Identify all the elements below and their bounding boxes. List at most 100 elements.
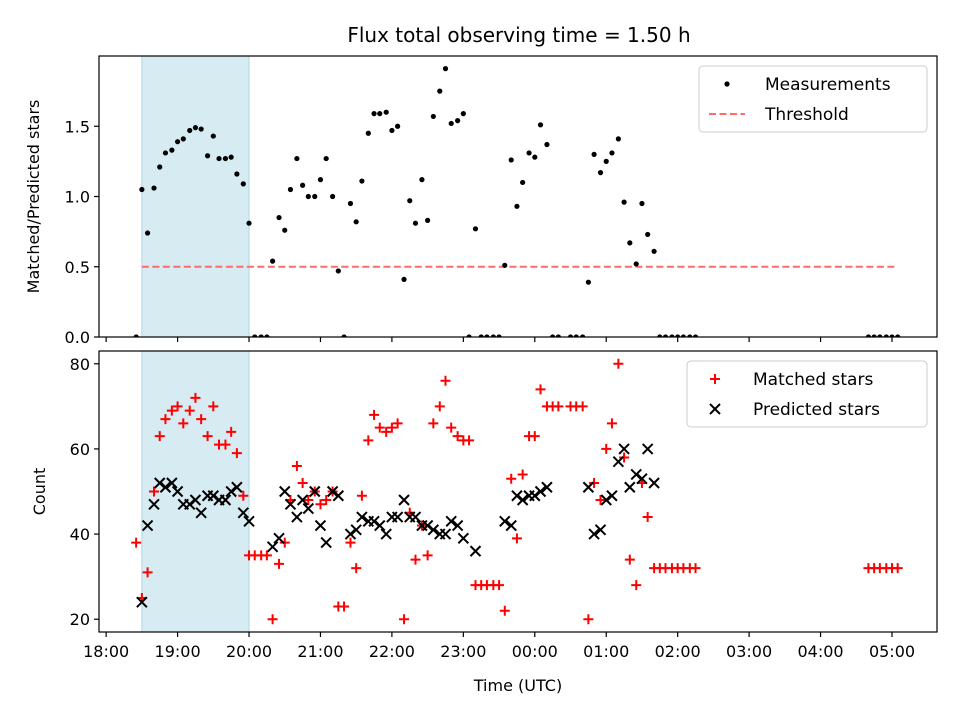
series-predicted-stars xyxy=(136,443,660,608)
predicted-point xyxy=(237,507,250,519)
predicted-point xyxy=(195,507,207,519)
predicted-point xyxy=(350,524,362,536)
axes-frame xyxy=(98,350,938,633)
predicted-point xyxy=(439,528,452,540)
measurement-point xyxy=(437,88,443,94)
matched-point xyxy=(410,554,421,565)
matched-point xyxy=(142,567,153,578)
matched-point xyxy=(321,495,332,506)
y-tick-label: 1.0 xyxy=(65,188,90,207)
measurement-point xyxy=(692,334,699,337)
y-tick-label: 20 xyxy=(70,610,90,629)
predicted-point xyxy=(243,515,255,528)
predicted-point xyxy=(600,494,612,506)
y-tick-label: 0.0 xyxy=(65,328,90,347)
measurement-point xyxy=(287,186,294,193)
legend-box xyxy=(698,65,928,133)
measurement-point xyxy=(389,127,395,134)
measurement-point xyxy=(639,200,645,207)
x-tick-label: 04:00 xyxy=(797,642,843,661)
matched-point xyxy=(303,495,314,506)
measurement-point xyxy=(425,217,431,223)
matched-point xyxy=(345,537,356,548)
measurement-point xyxy=(300,182,306,188)
measurement-point xyxy=(341,334,347,337)
measurement-point xyxy=(865,334,872,337)
measurement-point xyxy=(514,203,520,209)
matched-point xyxy=(374,422,385,433)
matched-point xyxy=(184,405,195,416)
legend-label: Measurements xyxy=(765,75,891,95)
measurement-point xyxy=(537,122,544,128)
predicted-point xyxy=(499,515,511,528)
predicted-point xyxy=(606,490,618,502)
predicted-point xyxy=(641,443,654,455)
matched-point xyxy=(690,563,701,574)
predicted-point xyxy=(225,485,237,498)
measurement-point xyxy=(573,334,579,337)
measurement-point xyxy=(270,258,276,264)
measurement-point xyxy=(883,334,889,337)
measurement-point xyxy=(550,334,556,337)
x-tick-label: 03:00 xyxy=(726,642,772,661)
measurement-point xyxy=(317,177,324,183)
measurement-point xyxy=(662,334,669,337)
measurement-point xyxy=(377,111,383,117)
measurement-point xyxy=(353,219,359,225)
measurement-point xyxy=(323,155,329,162)
measurement-point xyxy=(347,200,354,207)
legend-label: Threshold xyxy=(764,105,849,125)
matched-point xyxy=(231,448,242,459)
matched-point xyxy=(452,431,463,442)
predicted-point xyxy=(612,455,625,468)
measurement-point xyxy=(412,220,419,226)
matched-point xyxy=(446,422,457,433)
matched-point xyxy=(149,486,160,497)
matched-point xyxy=(166,405,177,416)
predicted-point xyxy=(529,490,541,502)
measurement-point xyxy=(675,334,681,337)
x-tick-label: 05:00 xyxy=(869,642,915,661)
measurement-point xyxy=(228,154,234,160)
measurement-point xyxy=(294,155,300,162)
predicted-point xyxy=(296,494,309,506)
matched-point xyxy=(261,550,272,561)
matched-point xyxy=(339,601,350,612)
predicted-point xyxy=(624,481,636,493)
predicted-point xyxy=(184,498,196,510)
matched-point xyxy=(196,414,207,425)
predicted-point xyxy=(505,519,517,532)
matched-point xyxy=(369,409,380,420)
matched-point xyxy=(220,439,231,450)
measurement-point xyxy=(490,334,496,337)
predicted-point xyxy=(391,511,404,523)
matched-point xyxy=(464,435,475,446)
predicted-point xyxy=(409,511,422,523)
matched-point xyxy=(160,414,171,425)
matched-point xyxy=(506,473,517,484)
measurement-point xyxy=(508,157,514,163)
measurement-point xyxy=(157,164,163,170)
measurement-point xyxy=(258,334,264,337)
y-tick-label: 1.5 xyxy=(65,117,90,136)
measurement-point xyxy=(687,334,693,337)
matched-point xyxy=(190,392,201,403)
matched-point xyxy=(494,580,505,591)
matched-point xyxy=(131,537,142,548)
plot-area xyxy=(133,56,901,337)
x-tick-label: 02:00 xyxy=(655,642,701,661)
y-tick-label: 40 xyxy=(70,525,90,544)
matched-point xyxy=(642,512,653,523)
legend-label: Matched stars xyxy=(753,370,873,390)
legend-marker-measurements xyxy=(724,81,730,87)
predicted-point xyxy=(273,532,285,545)
measurement-point xyxy=(597,170,604,176)
predicted-point xyxy=(582,481,595,493)
measurement-point xyxy=(419,177,425,183)
legend-marker-matched xyxy=(710,374,720,384)
measurement-point xyxy=(222,155,229,162)
measurement-point xyxy=(187,127,193,134)
predicted-point xyxy=(469,545,482,557)
predicted-point xyxy=(189,494,202,506)
